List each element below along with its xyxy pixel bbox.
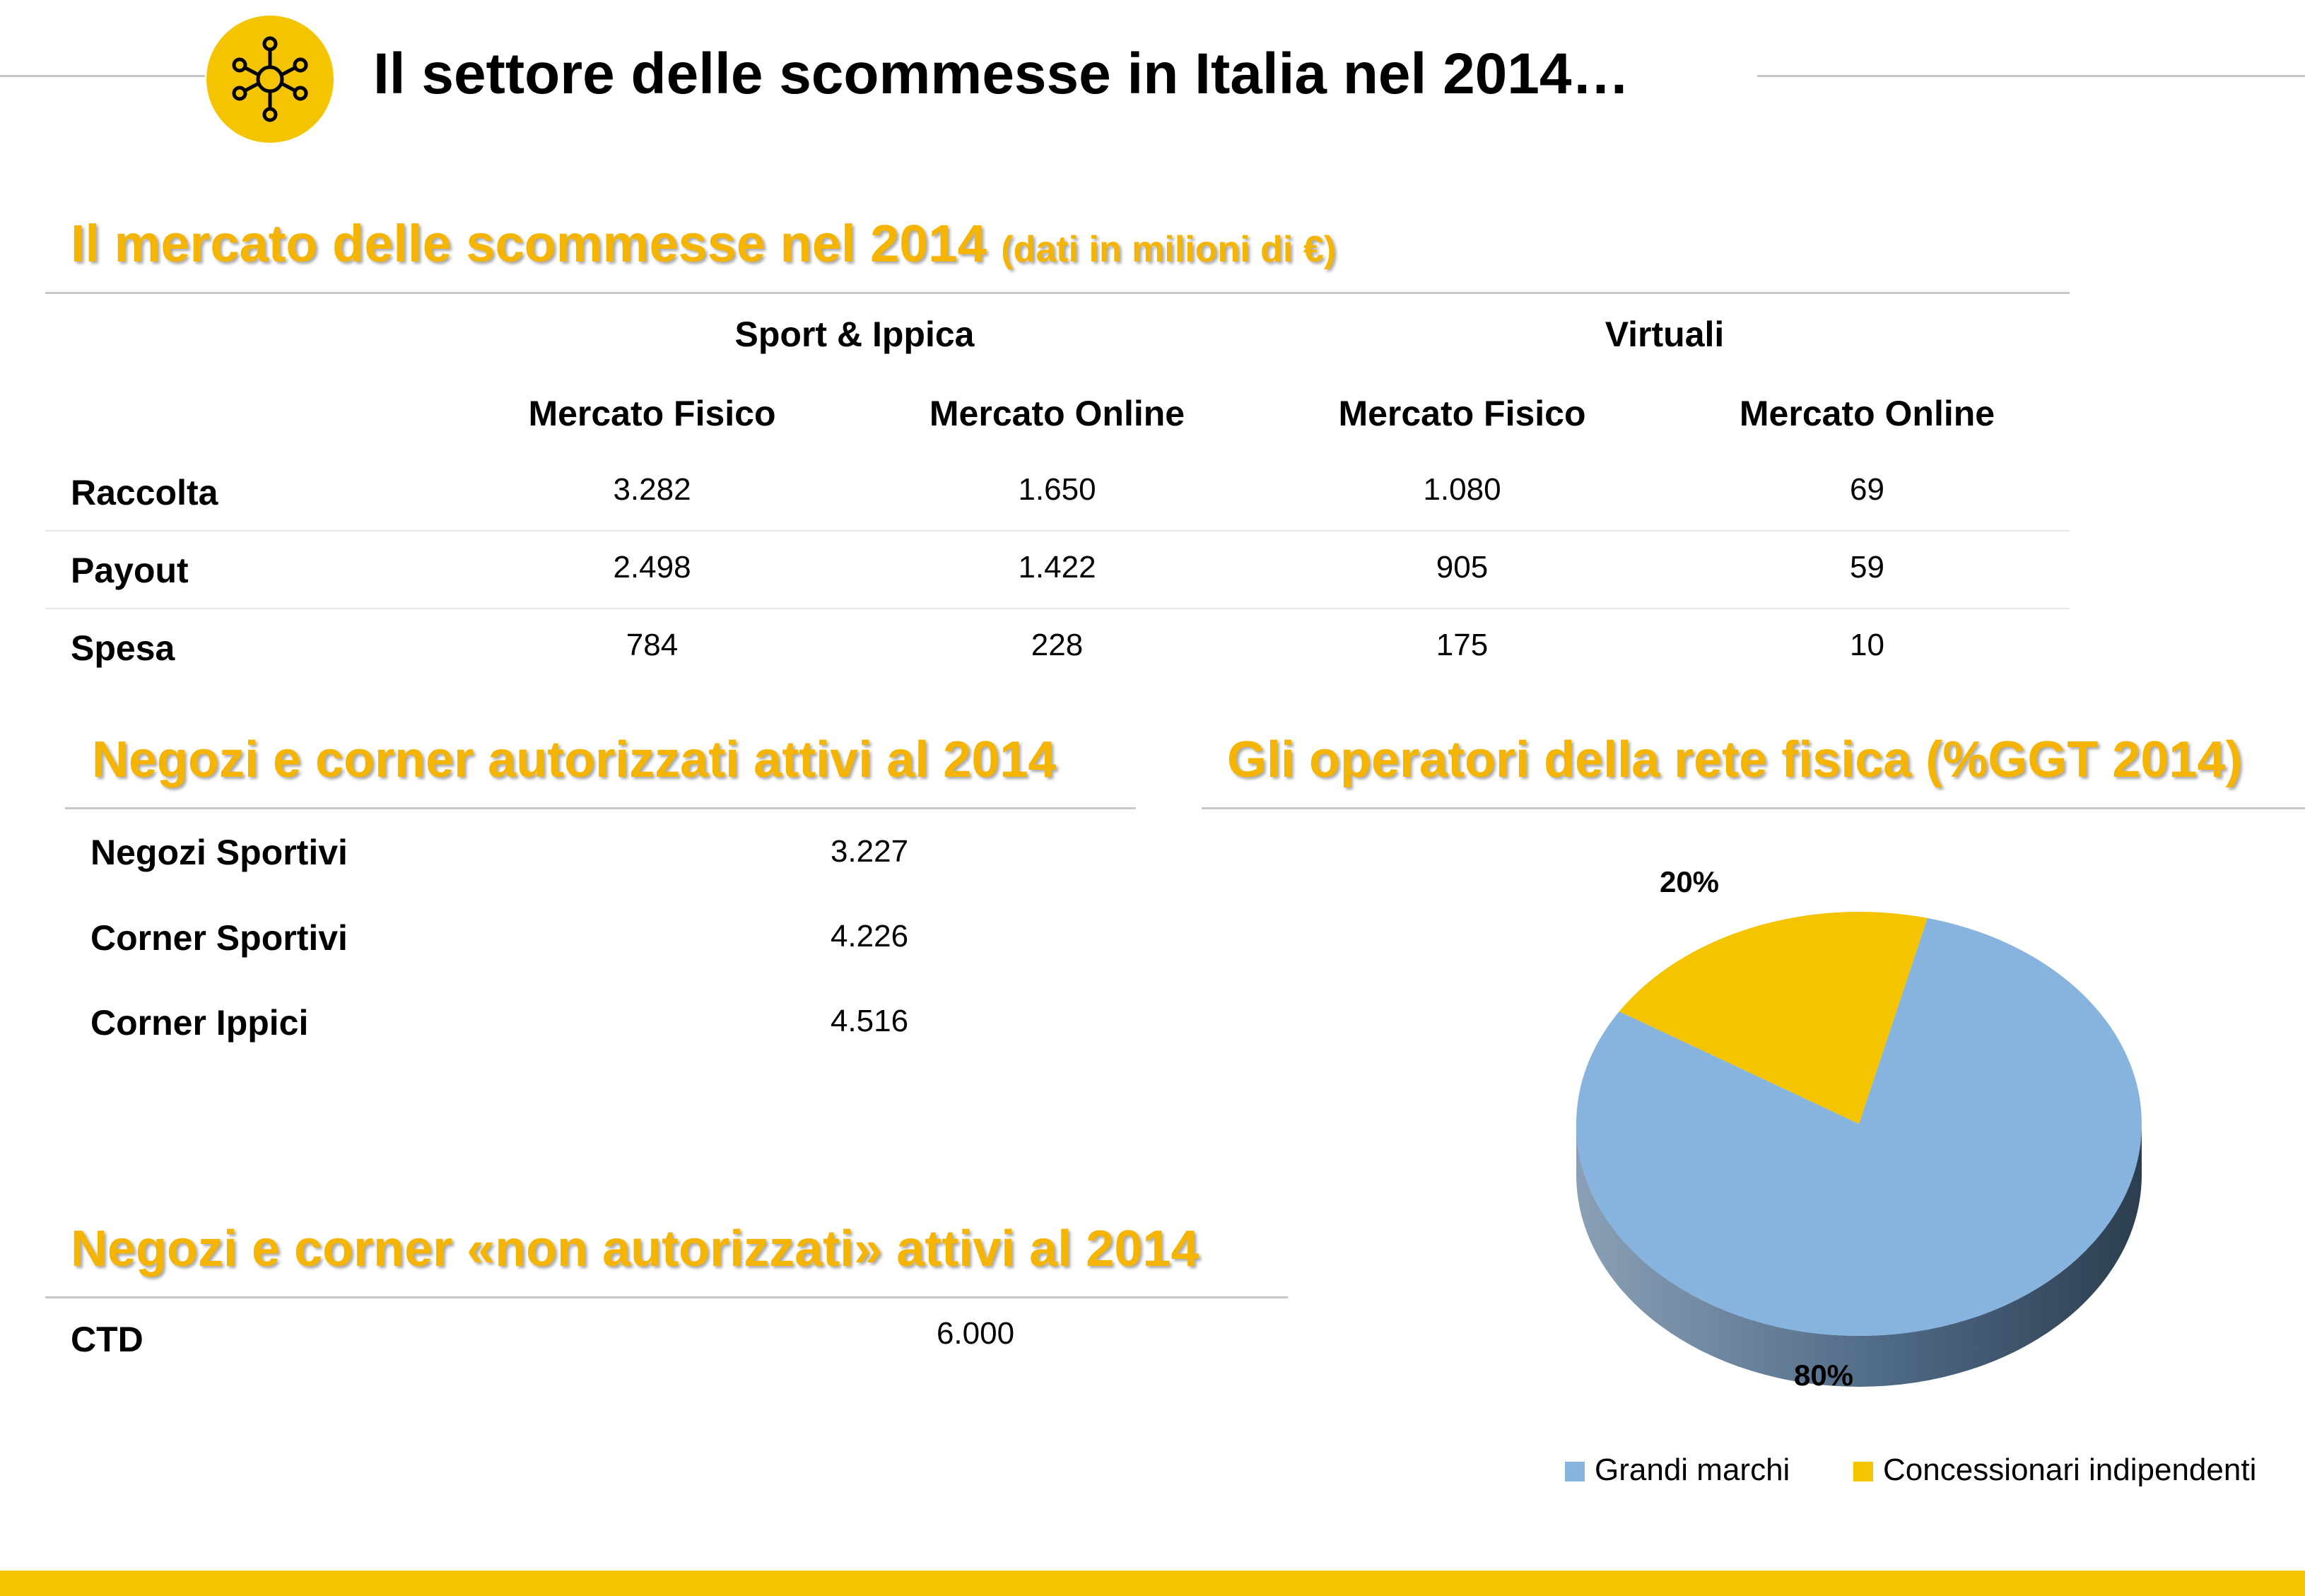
unauthorized-title: Negozi e corner «non autorizzati» attivi…: [71, 1221, 1200, 1277]
authorized-row-value: 4.226: [830, 919, 909, 954]
table-cell: 10: [1850, 628, 1884, 662]
row-separator: [45, 530, 2070, 532]
group-header-sport: Sport & Ippica: [734, 315, 975, 354]
page-title: Il settore delle scommesse in Italia nel…: [373, 42, 1630, 106]
pie-data-label: 80%: [1794, 1359, 1853, 1392]
column-header: Mercato Fisico: [1338, 394, 1586, 433]
market-section-title: Il mercato delle scommesse nel 2014 (dat…: [71, 213, 1336, 274]
table-cell: 784: [626, 628, 679, 662]
column-header: Mercato Online: [929, 394, 1185, 433]
pie-chart: 80% 20%: [1576, 865, 2142, 1392]
legend-label: Grandi marchi: [1595, 1453, 1790, 1487]
column-header: Mercato Fisico: [528, 394, 776, 433]
operators-title: Gli operatori della rete fisica (%GGT 20…: [1227, 732, 2243, 788]
unauthorized-divider: [45, 1296, 1288, 1298]
row-label-spesa: Spesa: [71, 628, 175, 668]
table-cell: 175: [1436, 628, 1489, 662]
pie-data-label: 20%: [1660, 865, 1719, 898]
table-cell: 1.650: [1018, 472, 1096, 507]
pie-side-wall: [1576, 1124, 2142, 1387]
row-label-raccolta: Raccolta: [71, 473, 218, 512]
bottom-accent-bar: [0, 1571, 2305, 1596]
legend-item-grandi-marchi: Grandi marchi: [1565, 1453, 1790, 1488]
table-cell: 228: [1031, 628, 1084, 662]
table-cell: 59: [1850, 550, 1884, 585]
market-divider: [45, 292, 2070, 294]
unauthorized-row-value: 6.000: [936, 1316, 1015, 1351]
operators-divider: [1202, 807, 2305, 809]
pie-slice: [1576, 917, 2142, 1337]
authorized-row-label: Corner Sportivi: [90, 918, 348, 958]
table-cell: 69: [1850, 472, 1884, 507]
row-separator: [45, 608, 2070, 609]
column-header: Mercato Online: [1739, 394, 1995, 433]
authorized-divider: [65, 807, 1136, 809]
header-line-right: [1757, 75, 2305, 77]
authorized-row-label: Negozi Sportivi: [90, 833, 348, 872]
row-label-payout: Payout: [71, 551, 189, 590]
legend-swatch: [1853, 1462, 1873, 1482]
group-header-virtuali: Virtuali: [1605, 315, 1725, 354]
network-icon: [206, 16, 334, 143]
authorized-row-value: 4.516: [830, 1004, 909, 1038]
table-cell: 1.422: [1018, 550, 1096, 585]
legend-item-concessionari: Concessionari indipendenti: [1853, 1453, 2256, 1488]
unauthorized-row-label: CTD: [71, 1320, 143, 1359]
authorized-row-label: Corner Ippici: [90, 1003, 309, 1043]
table-cell: 2.498: [613, 550, 691, 585]
authorized-row-value: 3.227: [830, 834, 909, 869]
header-line-left: [0, 75, 205, 77]
table-cell: 1.080: [1423, 472, 1501, 507]
pie-slice: [1619, 912, 1928, 1124]
authorized-title: Negozi e corner autorizzati attivi al 20…: [92, 732, 1057, 788]
legend-swatch: [1565, 1462, 1585, 1482]
table-cell: 905: [1436, 550, 1489, 585]
legend-label: Concessionari indipendenti: [1883, 1453, 2257, 1487]
table-cell: 3.282: [613, 472, 691, 507]
market-title-note: (dati in milioni di €): [1001, 229, 1337, 270]
market-title: Il mercato delle scommesse nel 2014: [71, 214, 987, 273]
